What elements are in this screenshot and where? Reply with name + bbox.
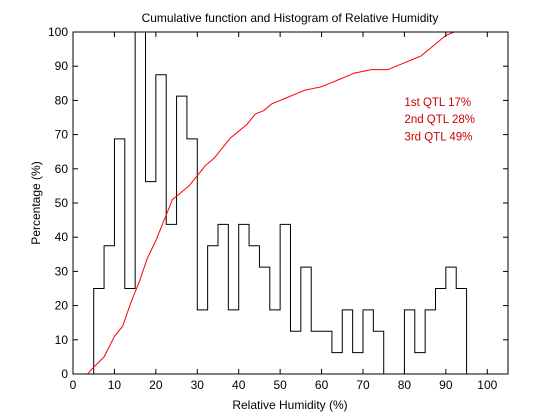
x-axis-label: Relative Humidity (%) [232, 398, 347, 412]
y-tick-label: 30 [55, 264, 69, 278]
y-tick-label: 50 [55, 196, 69, 210]
y-tick-label: 80 [55, 93, 69, 107]
x-tick-label: 20 [149, 378, 163, 392]
y-tick-label: 60 [55, 162, 69, 176]
quantile-annotation: 3rd QTL 49% [404, 131, 472, 143]
y-tick-label: 100 [48, 25, 68, 39]
quantile-annotation: 2nd QTL 28% [404, 114, 475, 126]
x-tick-label: 60 [315, 378, 329, 392]
x-tick-label: 40 [232, 378, 246, 392]
y-tick-label: 70 [55, 128, 69, 142]
x-tick-label: 30 [191, 378, 205, 392]
cumulative-series [73, 31, 488, 375]
y-axis-label: Percentage (%) [29, 161, 43, 244]
y-tick-label: 20 [55, 299, 69, 313]
x-tick-label: 70 [356, 378, 370, 392]
x-tick-label: 80 [398, 378, 412, 392]
y-tick-label: 10 [55, 333, 69, 347]
plot-area: 0 10 20 30 40 50 60 70 80 90 100 0 10 20 30 40 50 60 70 80 9… [48, 25, 509, 392]
x-tick-label: 10 [108, 378, 122, 392]
x-tick-label: 50 [273, 378, 287, 392]
y-tick-label: 0 [61, 367, 68, 381]
quantile-annotation: 1st QTL 17% [404, 97, 471, 109]
x-tick-label: 90 [439, 378, 453, 392]
chart-title: Cumulative function and Histogram of Rel… [142, 11, 439, 25]
x-tick-label: 0 [70, 378, 77, 392]
x-tick-label: 100 [477, 378, 497, 392]
y-tick-label: 90 [55, 59, 69, 73]
y-tick-label: 40 [55, 230, 69, 244]
histogram-series [73, 31, 508, 375]
